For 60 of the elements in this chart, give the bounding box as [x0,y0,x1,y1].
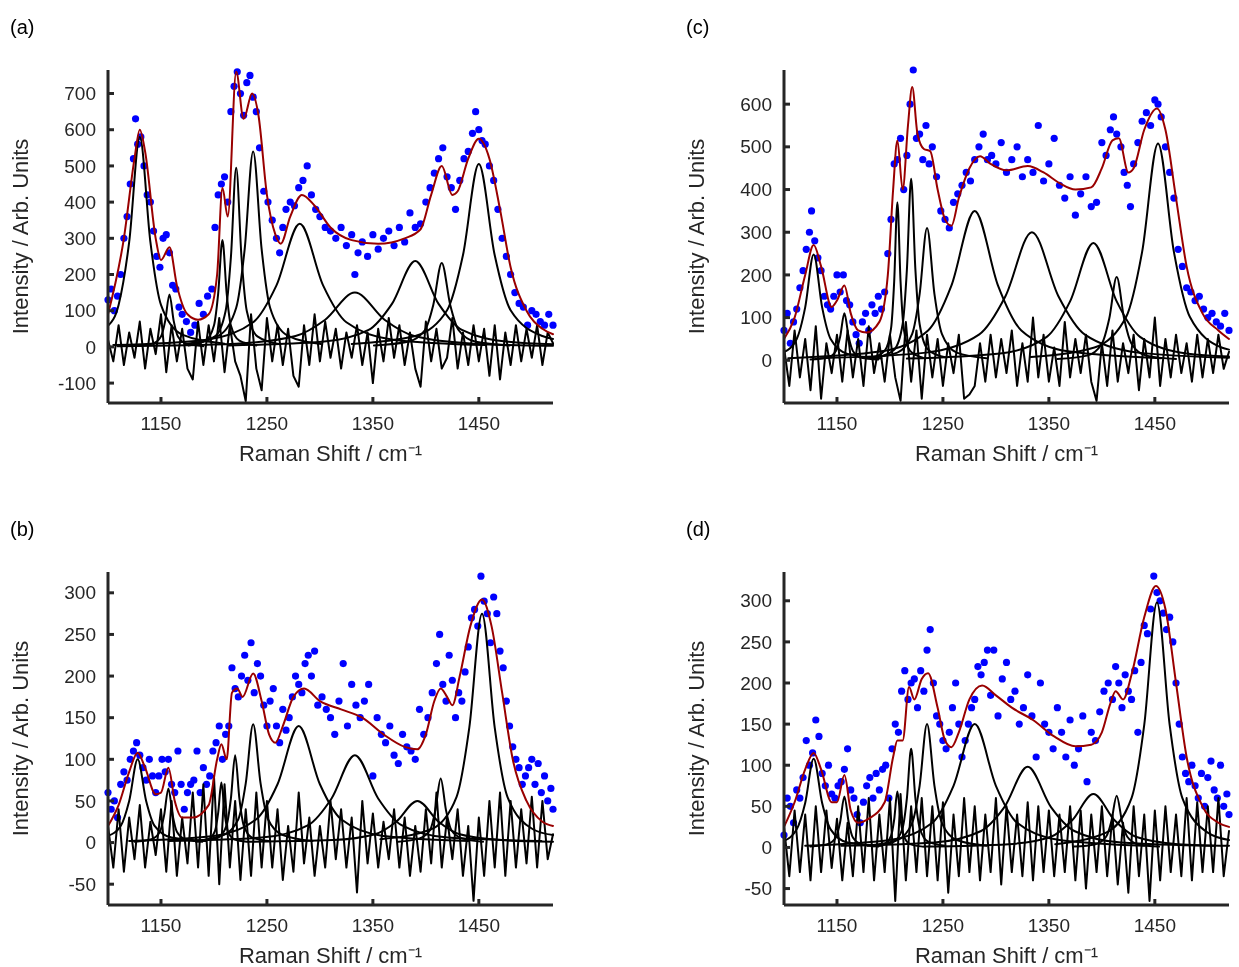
y-tick-label: 0 [85,832,96,854]
y-tick-label: 0 [85,336,96,358]
x-axis-title: Raman Shift / cm⁻¹ [238,441,423,466]
y-tick-label: 250 [64,624,96,646]
y-tick-label: 500 [64,155,96,177]
y-tick-label: 200 [64,264,96,286]
x-tick-label: 1350 [351,413,395,434]
y-tick-label: 100 [64,300,96,322]
y-tick-label: 300 [740,590,772,612]
x-tick-label: 1250 [245,915,289,936]
x-tick-label: 1150 [816,915,858,936]
y-tick-label: 100 [740,307,772,329]
x-tick-label: 1450 [457,413,500,434]
y-tick-label: 150 [740,713,772,735]
chart-title: (b) [10,518,35,540]
x-tick-label: 1450 [1133,413,1176,434]
x-tick-label: 1450 [1133,915,1176,936]
y-tick-label: 0 [761,349,772,371]
y-tick-label: 200 [740,264,772,286]
chart-title: (d) [686,518,711,540]
y-axis-title: Intensity / Arb. Units [8,138,33,335]
y-tick-label: 150 [64,707,96,729]
y-tick-label: 200 [64,665,96,687]
x-tick-label: 1350 [1027,413,1071,434]
x-tick-label: 1150 [140,915,182,936]
x-tick-label: 1350 [351,915,395,936]
y-tick-label: 400 [740,179,772,201]
y-tick-label: 400 [64,191,96,213]
y-tick-label: 500 [740,136,772,158]
y-tick-label: 300 [740,221,772,243]
x-tick-label: 1150 [816,413,858,434]
y-axis-title: Intensity / Arb. Units [8,640,33,837]
y-tick-label: 300 [64,582,96,604]
x-axis-title: Raman Shift / cm⁻¹ [238,943,423,967]
y-tick-label: 600 [64,119,96,141]
y-tick-label: 50 [750,795,772,817]
y-axis-title: Intensity / Arb. Units [684,640,709,837]
y-tick-label: 100 [64,748,96,770]
x-tick-label: 1350 [1027,915,1071,936]
y-tick-label: 700 [64,83,96,105]
y-tick-label: -50 [68,873,96,895]
y-tick-label: 50 [74,790,96,812]
y-tick-label: 600 [740,93,772,115]
x-tick-label: 1150 [140,413,182,434]
y-tick-label: 200 [740,672,772,694]
y-tick-label: 300 [64,227,96,249]
chart-title: (a) [10,16,35,38]
y-tick-label: 250 [740,631,772,653]
x-tick-label: 1250 [921,413,965,434]
x-tick-label: 1250 [921,915,965,936]
y-tick-label: -50 [744,878,772,900]
x-axis-title: Raman Shift / cm⁻¹ [914,943,1099,967]
x-axis-title: Raman Shift / cm⁻¹ [914,441,1099,466]
y-tick-label: 100 [740,754,772,776]
x-tick-label: 1450 [457,915,500,936]
y-axis-title: Intensity / Arb. Units [684,138,709,335]
x-tick-label: 1250 [245,413,289,434]
y-tick-label: 0 [761,837,772,859]
chart-title: (c) [686,16,710,38]
y-tick-label: -100 [57,372,96,394]
